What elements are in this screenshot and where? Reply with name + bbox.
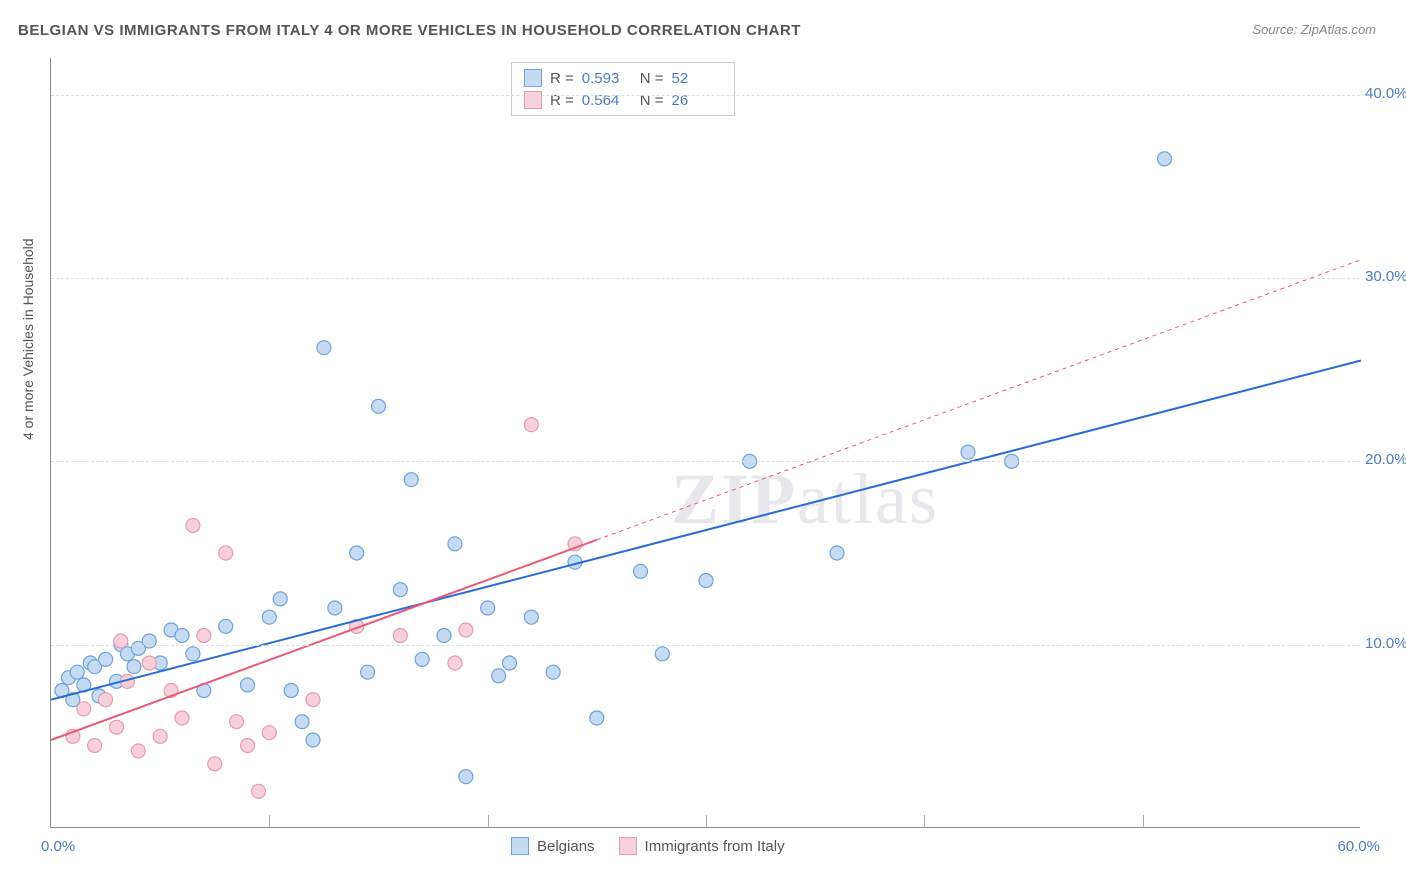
data-point <box>404 473 418 487</box>
data-point <box>699 574 713 588</box>
data-point <box>208 757 222 771</box>
data-point <box>448 537 462 551</box>
data-point <box>262 726 276 740</box>
data-point <box>481 601 495 615</box>
plot-area: ZIPatlas R =0.593N =52R =0.564N =26 Belg… <box>50 58 1360 828</box>
data-point <box>175 629 189 643</box>
x-tick-mark <box>924 815 925 827</box>
data-point <box>1158 152 1172 166</box>
data-point <box>251 784 265 798</box>
data-point <box>197 629 211 643</box>
data-point <box>634 564 648 578</box>
data-point <box>110 720 124 734</box>
grid-line <box>51 461 1360 462</box>
y-tick-label: 30.0% <box>1365 268 1406 285</box>
data-point <box>306 733 320 747</box>
plot-svg <box>51 58 1360 827</box>
data-point <box>655 647 669 661</box>
data-point <box>241 678 255 692</box>
data-point <box>306 693 320 707</box>
data-point <box>99 652 113 666</box>
legend-series: Belgians Immigrants from Italy <box>511 837 785 855</box>
data-point <box>284 684 298 698</box>
trend-line <box>51 361 1361 700</box>
grid-line <box>51 278 1360 279</box>
data-point <box>350 546 364 560</box>
data-point <box>175 711 189 725</box>
data-point <box>142 634 156 648</box>
data-point <box>230 715 244 729</box>
data-point <box>459 623 473 637</box>
x-tick-mark <box>488 815 489 827</box>
trend-line-dashed <box>597 260 1361 540</box>
data-point <box>961 445 975 459</box>
x-tick-0: 0.0% <box>41 838 75 855</box>
data-point <box>459 770 473 784</box>
data-point <box>437 629 451 643</box>
r-value: 0.593 <box>582 70 632 87</box>
legend-series-item: Immigrants from Italy <box>619 837 785 855</box>
data-point <box>317 341 331 355</box>
data-point <box>99 693 113 707</box>
data-point <box>361 665 375 679</box>
data-point <box>590 711 604 725</box>
data-point <box>546 665 560 679</box>
data-point <box>830 546 844 560</box>
n-label: N = <box>640 70 664 87</box>
data-point <box>131 744 145 758</box>
x-tick-mark <box>269 815 270 827</box>
data-point <box>372 399 386 413</box>
x-tick-mark <box>1143 815 1144 827</box>
legend-stat-row: R = 0.593 N = 52 <box>524 67 722 89</box>
data-point <box>219 619 233 633</box>
y-tick-label: 20.0% <box>1365 451 1406 468</box>
legend-stat-row: R =0.564N =26 <box>524 89 722 111</box>
legend-swatch <box>524 69 542 87</box>
grid-line <box>51 645 1360 646</box>
legend-series-label: Immigrants from Italy <box>645 838 785 855</box>
data-point <box>262 610 276 624</box>
data-point <box>503 656 517 670</box>
data-point <box>70 665 84 679</box>
chart-title: BELGIAN VS IMMIGRANTS FROM ITALY 4 OR MO… <box>18 22 801 39</box>
legend-series-label: Belgians <box>537 838 595 855</box>
trend-line <box>51 540 597 740</box>
data-point <box>295 715 309 729</box>
data-point <box>273 592 287 606</box>
n-value: 52 <box>672 70 722 87</box>
x-tick-60: 60.0% <box>1337 838 1380 855</box>
data-point <box>127 660 141 674</box>
data-point <box>448 656 462 670</box>
data-point <box>114 634 128 648</box>
legend-swatch <box>619 837 637 855</box>
data-point <box>186 647 200 661</box>
data-point <box>524 418 538 432</box>
data-point <box>393 583 407 597</box>
grid-line <box>51 95 1360 96</box>
r-label: R = <box>550 70 574 87</box>
y-axis-label: 4 or more Vehicles in Household <box>20 238 36 440</box>
data-point <box>492 669 506 683</box>
data-point <box>88 739 102 753</box>
y-tick-label: 10.0% <box>1365 635 1406 652</box>
data-point <box>219 546 233 560</box>
legend-series-item: Belgians <box>511 837 595 855</box>
legend-stats: R = 0.593 N = 52 R =0.564N =26 <box>511 62 735 116</box>
data-point <box>186 519 200 533</box>
source-label: Source: ZipAtlas.com <box>1252 22 1376 37</box>
data-point <box>153 729 167 743</box>
legend-swatch <box>511 837 529 855</box>
data-point <box>393 629 407 643</box>
x-tick-mark <box>706 815 707 827</box>
data-point <box>77 702 91 716</box>
y-tick-label: 40.0% <box>1365 85 1406 102</box>
data-point <box>415 652 429 666</box>
data-point <box>328 601 342 615</box>
data-point <box>241 739 255 753</box>
data-point <box>524 610 538 624</box>
data-point <box>142 656 156 670</box>
